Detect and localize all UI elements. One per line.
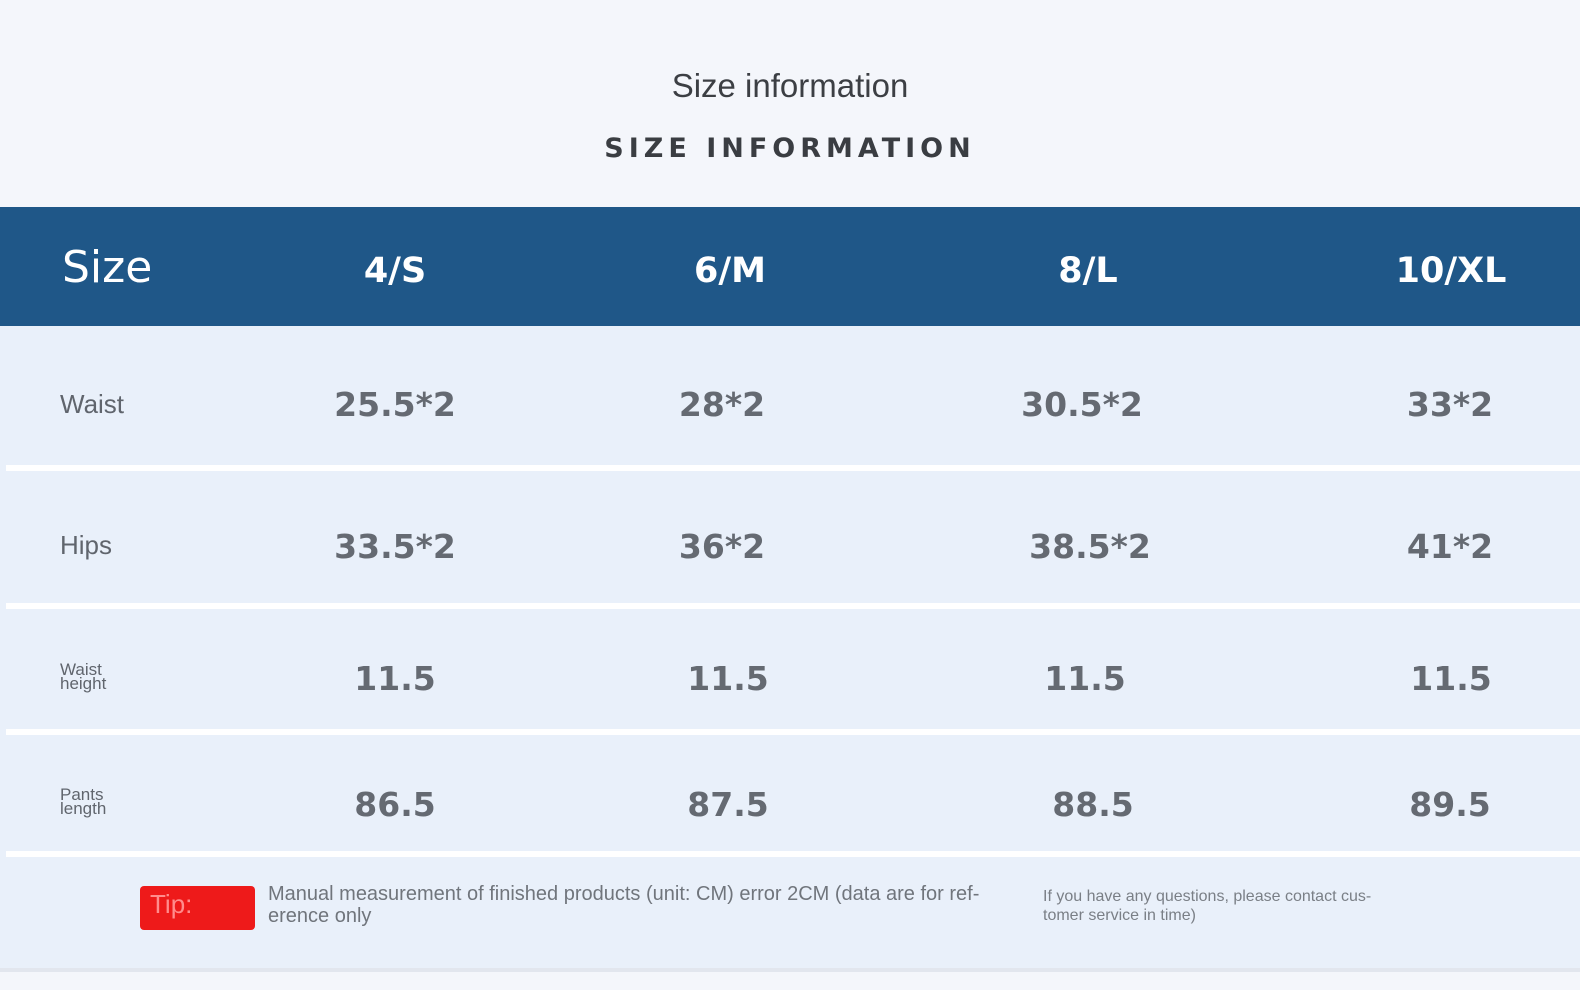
row-divider <box>6 729 1580 735</box>
cell-hips-6m: 36*2 <box>678 527 766 566</box>
cell-waist-height-6m: 11.5 <box>687 659 769 698</box>
header-label-size: Size <box>62 242 153 293</box>
contact-note: If you have any questions, please contac… <box>1043 888 1372 924</box>
cell-pants-length-8l: 88.5 <box>1052 785 1134 824</box>
header-size-6m: 6/M <box>694 251 766 291</box>
row-label-hips: Hips <box>60 530 113 560</box>
header-size-8l: 8/L <box>1058 251 1118 291</box>
cell-pants-length-4s: 86.5 <box>354 785 436 824</box>
cell-waist-height-8l: 11.5 <box>1044 659 1126 698</box>
cell-pants-length-10xl: 89.5 <box>1409 785 1491 824</box>
page-subtitle: SIZE INFORMATION <box>604 133 976 164</box>
measurement-note: Manual measurement of finished products … <box>268 883 980 927</box>
cell-waist-height-4s: 11.5 <box>354 659 436 698</box>
tip-label: Tip: <box>150 889 193 919</box>
cell-pants-length-6m: 87.5 <box>687 785 769 824</box>
header-size-4s: 4/S <box>363 251 427 291</box>
cell-hips-8l: 38.5*2 <box>1029 527 1151 566</box>
size-table: Size 4/S 6/M 8/L 10/XL Waist 25.5*2 28*2… <box>0 207 1580 970</box>
row-divider <box>6 851 1580 857</box>
cell-waist-height-10xl: 11.5 <box>1410 659 1492 698</box>
page-title: Size information <box>671 67 909 104</box>
cell-waist-10xl: 33*2 <box>1406 385 1494 424</box>
cell-waist-4s: 25.5*2 <box>334 385 456 424</box>
cell-waist-6m: 28*2 <box>678 385 766 424</box>
row-divider <box>6 465 1580 471</box>
row-divider <box>6 603 1580 609</box>
row-label-waist: Waist <box>60 389 125 419</box>
row-label-waist-height: Waist height <box>60 660 107 693</box>
table-header-row: Size 4/S 6/M 8/L 10/XL <box>0 207 1580 326</box>
bottom-edge <box>0 968 1580 972</box>
header-size-10xl: 10/XL <box>1395 251 1507 291</box>
cell-waist-8l: 30.5*2 <box>1021 385 1143 424</box>
row-label-pants-length: Pants length <box>60 785 107 818</box>
tip-badge: Tip: <box>140 886 255 930</box>
cell-hips-10xl: 41*2 <box>1406 527 1494 566</box>
cell-hips-4s: 33.5*2 <box>334 527 456 566</box>
